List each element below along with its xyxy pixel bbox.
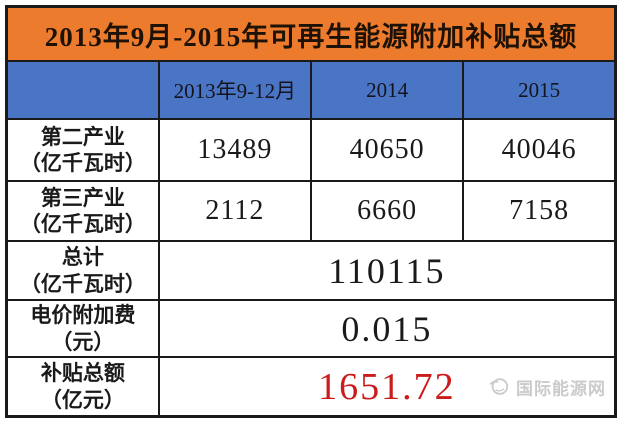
column-header-2015: 2015 [462,60,617,120]
row-label-text: 电价附加费 [30,303,136,328]
value-secondary-2013: 13489 [157,118,313,182]
value-total-subsidy: 1651.72 国际能源网 [157,356,617,418]
row-label-tertiary-industry: 第三产业 （亿千瓦时） [5,180,160,242]
row-label-unit: （亿千瓦时） [19,271,146,296]
watermark-label: 国际能源网 [516,379,606,398]
row-label-text: 第二产业 [40,124,125,149]
row-label-text: 补贴总额 [40,361,125,386]
table-row-surcharge: 电价附加费 （元） 0.015 [5,299,617,358]
title-row: 2013年9月-2015年可再生能源附加补贴总额 [5,5,617,62]
table-row-secondary-industry: 第二产业 （亿千瓦时） 13489 40650 40046 [5,118,617,182]
column-header-blank [5,60,160,120]
value-secondary-2014: 40650 [309,118,465,182]
total-subsidy-number: 1651.72 [318,365,456,408]
header-row: 2013年9-12月 2014 2015 [5,60,617,120]
energy-globe-icon [488,376,510,398]
subsidy-table: 2013年9月-2015年可再生能源附加补贴总额 2013年9-12月 2014… [5,5,617,418]
value-surcharge: 0.015 [157,299,617,358]
table-row-total-subsidy: 补贴总额 （亿元） 1651.72 国际能源网 [5,356,617,418]
row-label-unit: （亿千瓦时） [19,151,146,175]
column-header-2013: 2013年9-12月 [157,60,313,120]
value-tertiary-2013: 2112 [157,180,313,242]
value-total-electricity: 110115 [157,240,617,301]
value-secondary-2015: 40046 [462,118,617,182]
table-title: 2013年9月-2015年可再生能源附加补贴总额 [5,5,617,62]
row-label-text: 第三产业 [40,185,125,210]
row-label-text: 总计 [61,245,104,270]
row-label-surcharge: 电价附加费 （元） [5,299,160,358]
row-label-unit: （亿元） [40,387,125,412]
row-label-unit: （亿千瓦时） [19,212,146,236]
value-tertiary-2015: 7158 [462,180,617,242]
row-label-secondary-industry: 第二产业 （亿千瓦时） [5,118,160,182]
row-label-unit: （元） [51,329,115,354]
row-label-total-electricity: 总计 （亿千瓦时） [5,240,160,301]
table-row-tertiary-industry: 第三产业 （亿千瓦时） 2112 6660 7158 [5,180,617,242]
watermark: 国际能源网 [488,374,606,399]
column-header-2014: 2014 [309,60,465,120]
table-row-total-electricity: 总计 （亿千瓦时） 110115 [5,240,617,301]
value-tertiary-2014: 6660 [309,180,465,242]
row-label-total-subsidy: 补贴总额 （亿元） [5,356,160,418]
